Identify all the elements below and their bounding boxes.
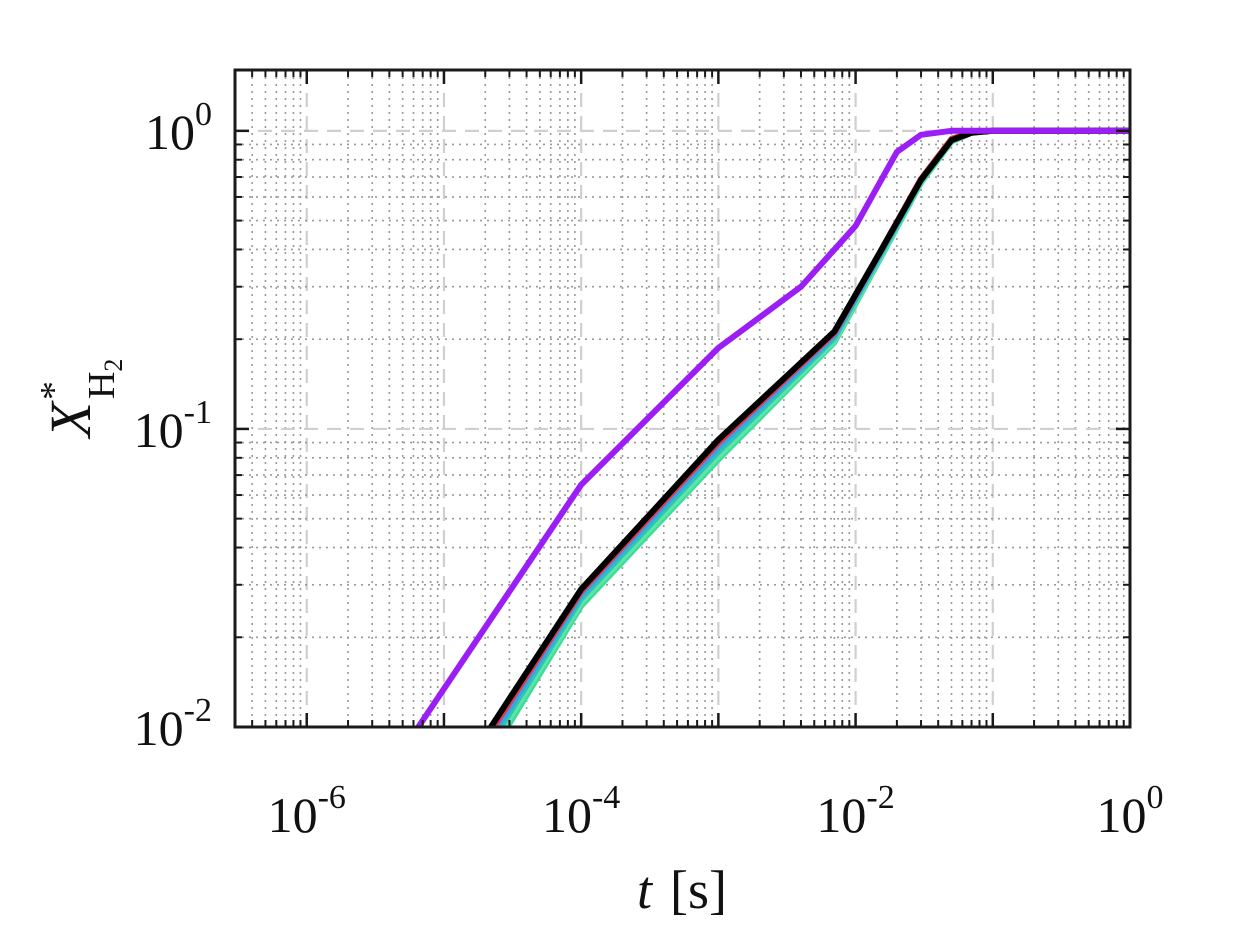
y-tick-label: 10-1: [134, 394, 212, 458]
y-tick-labels: 10-2 10-1 100: [134, 96, 212, 756]
y-tick-label: 10-2: [134, 692, 212, 756]
plot-frame: [233, 68, 1132, 729]
x-tick-label: 10-4: [542, 779, 620, 843]
x-axis-label: t [s]: [637, 860, 727, 920]
y-axis-label: X* H2: [33, 359, 128, 440]
x-tick-label: 100: [1097, 779, 1164, 843]
axis-ticks: [234, 70, 1132, 729]
x-tick-label: 10-6: [268, 779, 346, 843]
series-line-7: [415, 127, 1130, 729]
y-tick-label: 100: [145, 96, 212, 160]
plot-area: [235, 70, 1130, 727]
series-group: [415, 127, 1130, 729]
x-tick-labels: 10-6 10-4 10-2 100: [268, 779, 1164, 843]
x-tick-label: 10-2: [816, 779, 894, 843]
